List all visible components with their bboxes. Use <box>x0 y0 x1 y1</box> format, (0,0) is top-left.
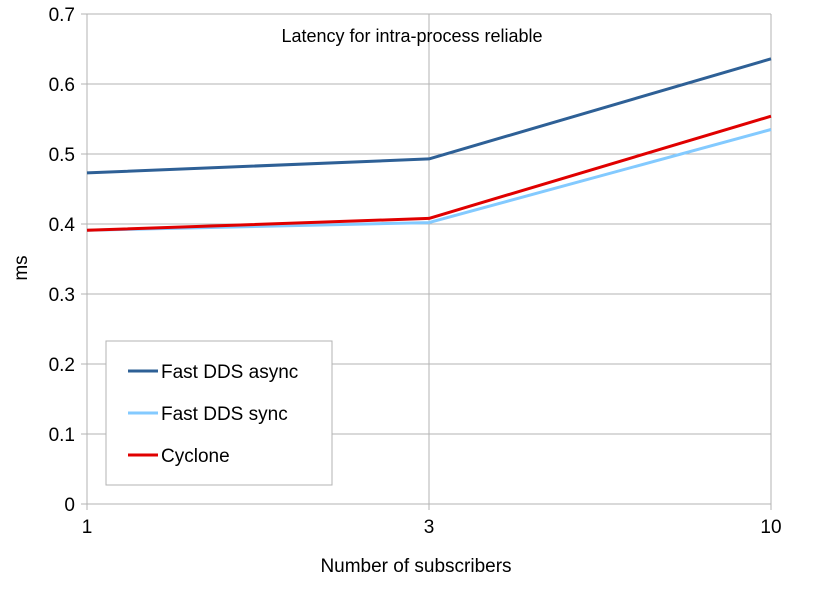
y-tick-label: 0.3 <box>49 285 75 306</box>
series-line-fast-dds-async <box>86 57 772 175</box>
y-tick-label: 0.4 <box>49 215 76 236</box>
series-line-cyclone <box>86 114 772 232</box>
series-lines <box>86 57 772 232</box>
legend-label: Fast DDS async <box>161 362 298 383</box>
x-axis-title: Number of subscribers <box>320 556 511 577</box>
x-tick-label: 10 <box>760 517 781 538</box>
y-tick-label: 0 <box>64 495 75 516</box>
legend: Fast DDS async Fast DDS sync Cyclone <box>105 340 333 486</box>
y-tick-label: 0.2 <box>49 355 75 376</box>
y-tick-label: 0.7 <box>49 5 75 26</box>
x-tick-label: 3 <box>424 517 435 538</box>
axes: 0 0.1 0.2 0.3 0.4 0.5 0.6 0.7 1 3 10 <box>49 5 782 538</box>
y-tick-label: 0.6 <box>49 75 75 96</box>
chart-title: Latency for intra-process reliable <box>281 26 542 46</box>
y-tick-label: 0.1 <box>49 425 75 446</box>
legend-label: Cyclone <box>161 446 230 467</box>
legend-label: Fast DDS sync <box>161 404 288 425</box>
y-axis-title: ms <box>11 255 32 280</box>
y-tick-label: 0.5 <box>49 145 75 166</box>
x-tick-label: 1 <box>82 517 93 538</box>
